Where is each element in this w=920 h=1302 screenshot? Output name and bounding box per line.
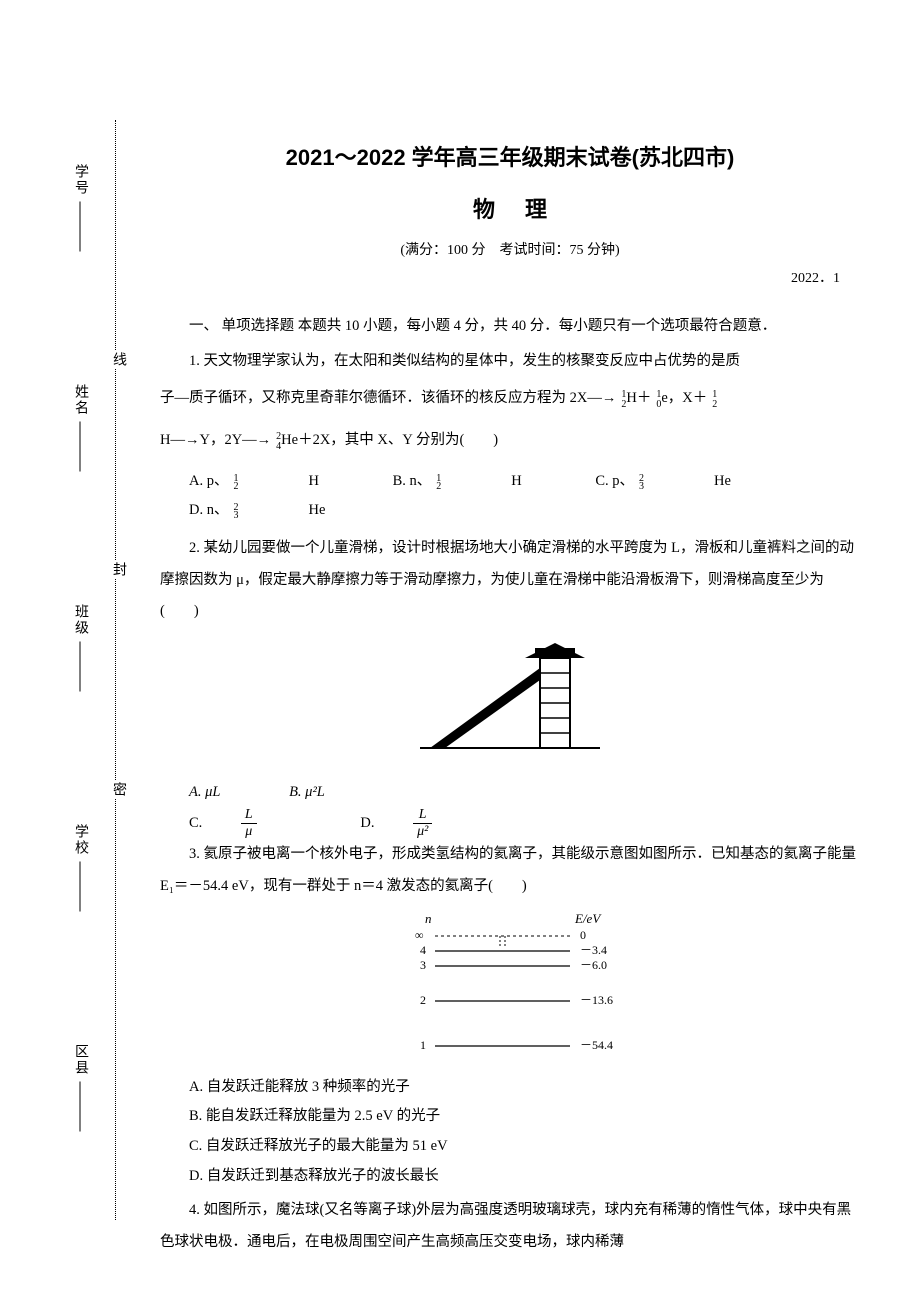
binding-field: 学号: [55, 164, 105, 257]
binding-label-xingming: 姓名: [70, 384, 90, 416]
svg-text:－3.4: －3.4: [580, 943, 607, 957]
q1-text: e，X＋: [661, 390, 707, 406]
question-3: 3. 氦原子被电离一个核外电子，形成类氢结构的氦离子，其能级示意图如图所示．已知…: [160, 839, 860, 903]
question-1-options: A. p、21H B. n、21H C. p、32He D. n、32He: [160, 467, 860, 525]
q1-text: He＋2X，其中 X、Y 分别为( ): [281, 432, 498, 448]
binding-underline: [80, 421, 81, 471]
binding-field: 姓名: [55, 384, 105, 477]
question-2: 2. 某幼儿园要做一个儿童滑梯，设计时根据场地大小确定滑梯的水平跨度为 L，滑板…: [160, 533, 860, 629]
energy-diagram-icon: n E/eV ∞ 0 4 －3.4 3 －6.0 2 －13.6 1 －54.4: [380, 911, 640, 1061]
svg-text:1: 1: [420, 1038, 426, 1052]
svg-text:2: 2: [420, 993, 426, 1007]
binding-underline: [80, 861, 81, 911]
question-2-options-row1: A. μL B. μ²L: [160, 778, 860, 807]
binding-label-xuexiao: 学校: [70, 824, 90, 856]
marker-feng: 封: [108, 560, 128, 578]
option-A: A. μL: [189, 778, 255, 807]
q1-text: 子—质子循环，又称克里奇菲尔德循环．该循环的核反应方程为 2X―→: [160, 390, 616, 406]
slide-icon: [410, 638, 610, 758]
option-D: D. 自发跃迁到基态释放光子的波长最长: [189, 1163, 860, 1191]
option-D: D. Lμ²: [360, 807, 502, 839]
question-2-options-row2: C. Lμ D. Lμ²: [160, 807, 860, 839]
question-1-line1: 1. 天文物理学家认为，在太阳和类似结构的星体中，发生的核聚变反应中占优势的是质: [160, 346, 860, 378]
q1-text: H＋: [626, 390, 651, 406]
q1-text: H―→Y，2Y―→: [160, 432, 271, 448]
binding-field: 区县: [55, 1044, 105, 1137]
svg-text:－13.6: －13.6: [580, 993, 613, 1007]
question-3-options: A. 自发跃迁能释放 3 种频率的光子 B. 能自发跃迁释放能量为 2.5 eV…: [160, 1074, 860, 1190]
binding-field: 班级: [55, 604, 105, 697]
svg-text:4: 4: [420, 943, 426, 957]
exam-info: (满分：100 分 考试时间：75 分钟): [160, 239, 860, 259]
marker-xian: 线: [108, 350, 128, 368]
option-D: D. n、32He: [189, 496, 360, 525]
option-B: B. μ²L: [289, 778, 360, 807]
marker-mi: 密: [108, 780, 128, 798]
binding-label-quxian: 区县: [70, 1044, 90, 1076]
svg-text:0: 0: [580, 928, 586, 942]
option-B: B. n、21H: [393, 467, 557, 496]
question-4: 4. 如图所示，魔法球(又名等离子球)外层为高强度透明玻璃球壳，球内充有稀薄的惰…: [160, 1195, 860, 1259]
svg-text:∞: ∞: [415, 928, 424, 942]
seal-line: [115, 120, 116, 1220]
binding-underline: [80, 201, 81, 251]
exam-title: 2021～2022 学年高三年级期末试卷(苏北四市): [160, 140, 860, 172]
svg-text:n: n: [425, 911, 432, 926]
exam-subject: 物理: [160, 192, 860, 224]
binding-underline: [80, 1081, 81, 1131]
option-C: C. Lμ: [189, 807, 327, 839]
question-1-line3: H―→Y，2Y―→42He＋2X，其中 X、Y 分别为( ): [160, 425, 860, 457]
binding-margin: 学号 姓名 班级 学校 区县: [50, 100, 110, 1200]
option-A: A. p、21H: [189, 467, 354, 496]
question-1-line2: 子—质子循环，又称克里奇菲尔德循环．该循环的核反应方程为 2X―→21H＋01e…: [160, 383, 860, 415]
svg-text:－54.4: －54.4: [580, 1038, 613, 1052]
binding-label-banji: 班级: [70, 604, 90, 636]
option-B: B. 能自发跃迁释放能量为 2.5 eV 的光子: [189, 1103, 860, 1131]
binding-label-xuehao: 学号: [70, 164, 90, 196]
binding-underline: [80, 641, 81, 691]
svg-text:3: 3: [420, 958, 426, 972]
exam-content: 2021～2022 学年高三年级期末试卷(苏北四市) 物理 (满分：100 分 …: [160, 140, 860, 1264]
option-C: C. 自发跃迁释放光子的最大能量为 51 eV: [189, 1133, 860, 1161]
exam-date: 2022．1: [160, 267, 860, 287]
binding-field: 学校: [55, 824, 105, 917]
option-A: A. 自发跃迁能释放 3 种频率的光子: [189, 1074, 860, 1102]
svg-text:－6.0: －6.0: [580, 958, 607, 972]
svg-text:E/eV: E/eV: [574, 911, 602, 926]
section-intro: 一、 单项选择题 本题共 10 小题，每小题 4 分，共 40 分．每小题只有一…: [160, 312, 860, 341]
energy-level-diagram: n E/eV ∞ 0 4 －3.4 3 －6.0 2 －13.6 1 －54.4: [160, 911, 860, 1066]
slide-figure: [160, 638, 860, 763]
option-C: C. p、32He: [595, 467, 766, 496]
